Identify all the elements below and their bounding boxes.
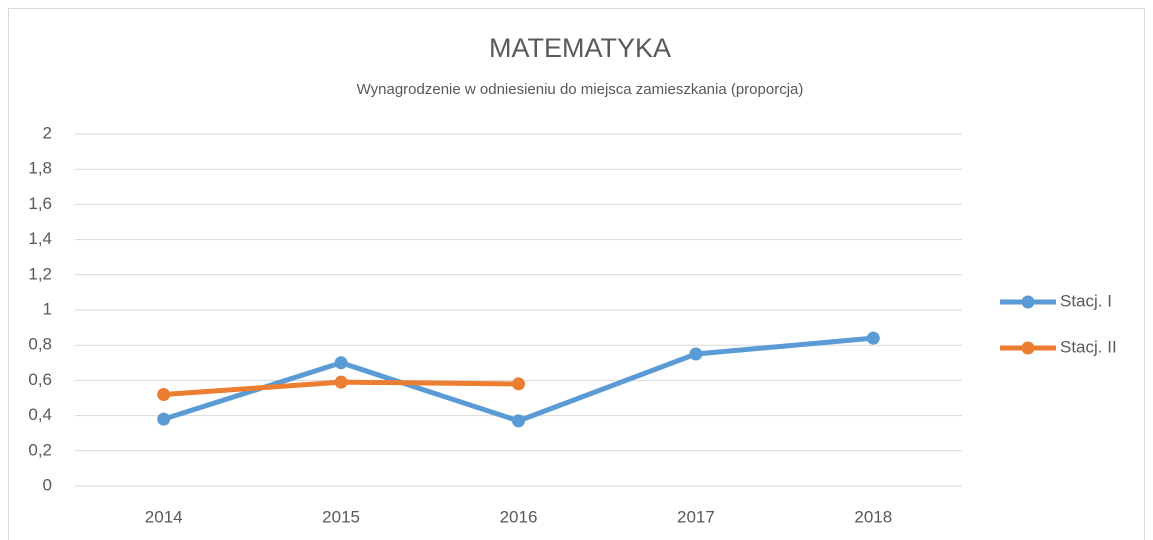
- data-point: [157, 412, 171, 426]
- data-point: [512, 414, 525, 428]
- data-point: [512, 377, 525, 391]
- y-tick-label: 0,2: [28, 440, 52, 459]
- data-point: [334, 356, 348, 370]
- y-tick-label: 0: [43, 475, 52, 494]
- y-tick-label: 1,4: [28, 229, 52, 248]
- data-point: [157, 387, 171, 401]
- y-tick-label: 0,8: [28, 335, 52, 354]
- chart-subtitle: Wynagrodzenie w odniesieniu do miejsca z…: [357, 81, 804, 98]
- x-tick-label: 2018: [854, 507, 892, 526]
- chart-border: [8, 8, 1145, 540]
- legend-marker: [1021, 341, 1035, 355]
- y-tick-label: 0,4: [28, 405, 52, 424]
- legend-marker: [1021, 295, 1035, 309]
- data-point: [334, 375, 348, 389]
- y-tick-label: 1,2: [28, 264, 52, 283]
- data-point: [866, 331, 880, 345]
- y-tick-label: 1,8: [28, 159, 52, 178]
- legend-label: Stacj. II: [1060, 337, 1117, 356]
- x-tick-label: 2017: [677, 507, 715, 526]
- y-tick-label: 0,6: [28, 370, 52, 389]
- y-tick-label: 1: [43, 299, 52, 318]
- chart-title: MATEMATYKA: [489, 33, 671, 63]
- x-tick-label: 2016: [500, 507, 538, 526]
- y-tick-label: 1,6: [28, 194, 52, 213]
- data-point: [689, 347, 703, 361]
- x-tick-label: 2015: [322, 507, 360, 526]
- y-tick-label: 2: [43, 123, 52, 142]
- x-tick-label: 2014: [145, 507, 183, 526]
- legend-label: Stacj. I: [1060, 291, 1112, 310]
